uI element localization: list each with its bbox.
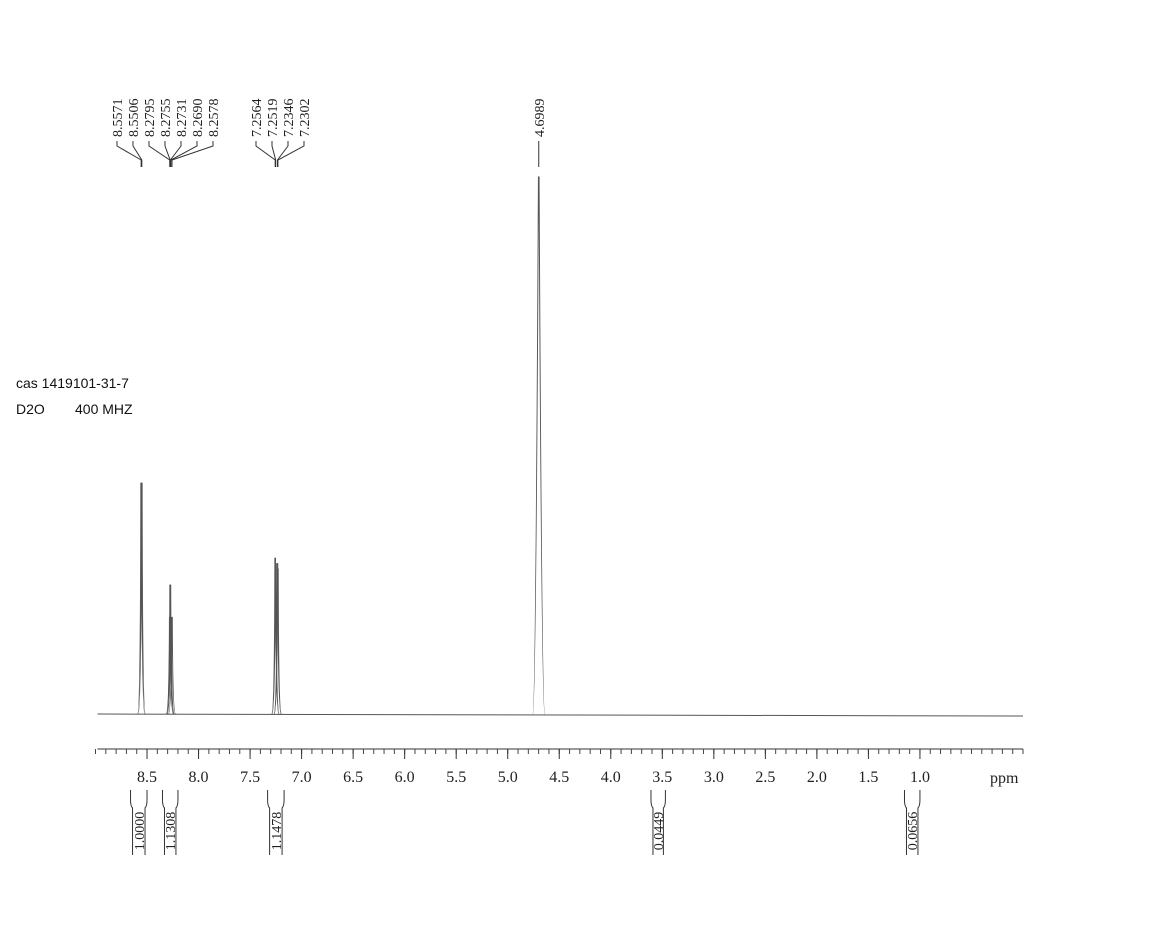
integral-bracket (130, 790, 148, 855)
peak-connector (171, 141, 214, 167)
integral-label: 0.0656 (906, 812, 921, 851)
x-tick-label: 5.5 (446, 769, 466, 786)
annotation: 400 MHZ (75, 401, 133, 417)
x-tick-label: 4.0 (601, 769, 621, 786)
integral-label: 0.0449 (652, 812, 667, 851)
peak-label: 8.2795 (143, 99, 158, 138)
peak-label: 7.2302 (298, 99, 313, 138)
x-tick-label: 7.5 (240, 769, 260, 786)
integral-bracket (650, 790, 666, 855)
peak-connector (148, 141, 171, 167)
x-tick-label: 2.0 (807, 769, 827, 786)
peak-label: 8.5506 (127, 99, 142, 138)
peak (271, 557, 280, 715)
x-tick-label: 8.5 (137, 769, 157, 786)
peak (167, 616, 177, 715)
x-tick-label: 3.0 (704, 769, 724, 786)
peak (137, 482, 146, 715)
peak-connector (276, 141, 289, 167)
integral-bracket (161, 790, 179, 855)
annotation: cas 1419101-31-7 (16, 375, 129, 391)
peak (273, 568, 282, 715)
x-tick-label: 1.5 (858, 769, 878, 786)
peak-connector (277, 141, 305, 167)
integral-label: 1.0000 (133, 812, 148, 851)
x-axis-label: ppm (990, 770, 1019, 787)
peak-label: 8.2578 (207, 99, 222, 138)
peak-connector (116, 141, 142, 167)
integral-bracket (267, 790, 285, 855)
peak-label: 8.2755 (159, 99, 174, 138)
x-tick-label: 8.0 (189, 769, 209, 786)
peak-connector (170, 141, 198, 167)
x-tick-label: 1.0 (910, 769, 930, 786)
peak-label: 7.2519 (266, 99, 281, 138)
baseline (97, 713, 1024, 717)
peak-label: 8.5571 (111, 99, 126, 138)
integral-label: 1.1308 (164, 812, 179, 851)
peak-label: 7.2346 (282, 99, 297, 138)
x-tick-label: 4.5 (549, 769, 569, 786)
peak (166, 616, 175, 715)
peak-label: 7.2564 (250, 99, 265, 138)
x-tick-label: 6.5 (343, 769, 363, 786)
integral-bracket (903, 790, 921, 855)
annotation: D2O (16, 401, 45, 417)
peak-connector (271, 141, 277, 167)
peak (273, 563, 282, 715)
x-tick-label: 6.0 (395, 769, 415, 786)
peak-label: 8.2690 (191, 99, 206, 138)
x-tick-label: 7.0 (292, 769, 312, 786)
peak (271, 563, 280, 715)
integral-label: 1.1478 (270, 812, 285, 851)
peak-connector (132, 141, 143, 167)
peak-label: 8.2731 (175, 99, 190, 138)
peak-label: 4.6989 (533, 99, 548, 138)
x-tick-label: 2.5 (755, 769, 775, 786)
x-tick-label: 5.0 (498, 769, 518, 786)
peak (532, 176, 546, 715)
x-tick-label: 3.5 (652, 769, 672, 786)
